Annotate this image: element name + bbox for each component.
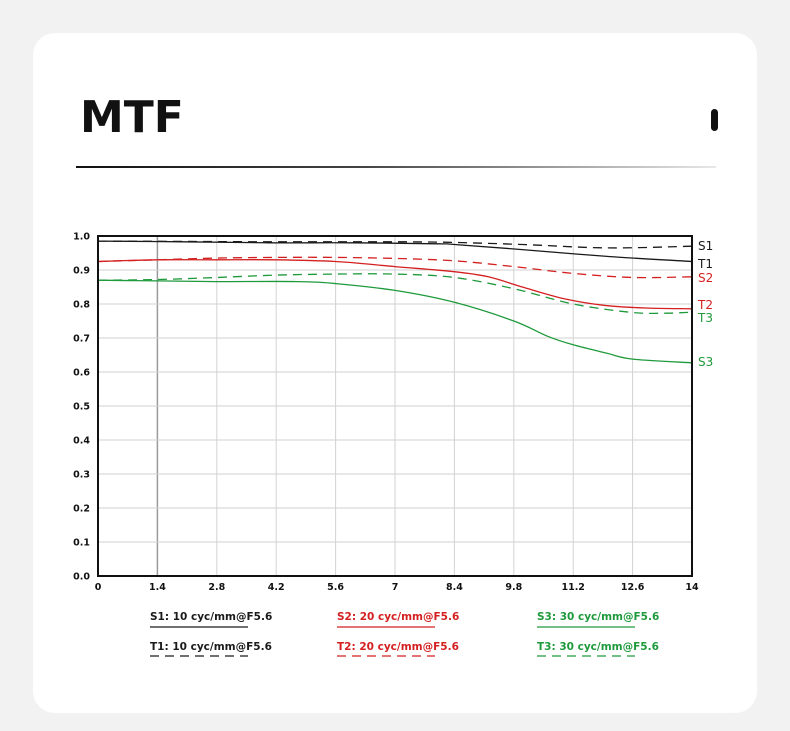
series-label-s3: S3 [698, 355, 713, 369]
x-tick-label: 4.2 [268, 582, 285, 593]
vertical-bar-icon [711, 109, 718, 131]
legend-entry-label: S2: 20 cyc/mm@F5.6 [337, 611, 459, 623]
y-tick-label: 0.6 [73, 368, 90, 379]
y-tick-label: 0.4 [73, 436, 90, 447]
grid [98, 236, 692, 576]
x-axis-ticks: 0 1.4 2.8 4.2 5.6 7 8.4 9.8 11.2 12.6 14 [95, 582, 699, 593]
y-tick-label: 0.9 [73, 266, 90, 277]
series-label-t3: T3 [697, 311, 713, 325]
x-tick-label: 8.4 [446, 582, 463, 593]
legend-entry-label: T3: 30 cyc/mm@F5.6 [537, 641, 659, 653]
y-tick-label: 0.5 [73, 402, 90, 413]
x-tick-label: 11.2 [561, 582, 584, 593]
series-label-s1: S1 [698, 239, 713, 253]
y-tick-label: 0.7 [73, 334, 90, 345]
y-tick-label: 0.3 [73, 470, 90, 481]
series-label-s2: S2 [698, 271, 713, 285]
y-tick-label: 0.8 [73, 300, 90, 311]
x-tick-label: 1.4 [149, 582, 166, 593]
legend-entry-label: S1: 10 cyc/mm@F5.6 [150, 611, 272, 623]
y-tick-label: 0.2 [73, 504, 90, 515]
series-line-s3 [97, 279, 693, 364]
title-divider [76, 166, 716, 168]
x-tick-label: 5.6 [327, 582, 344, 593]
series-lines [97, 240, 693, 364]
series-line-t1 [97, 240, 693, 249]
x-tick-label: 14 [685, 582, 699, 593]
series-line-t3 [97, 273, 693, 315]
legend-entry-label: S3: 30 cyc/mm@F5.6 [537, 611, 659, 623]
y-tick-label: 0.1 [73, 538, 90, 549]
x-tick-label: 0 [95, 582, 102, 593]
y-tick-label: 1.0 [73, 232, 90, 243]
series-label-t1: T1 [697, 257, 713, 271]
page-title: MTF [80, 92, 184, 143]
series-label-t2: T2 [697, 298, 713, 312]
x-tick-label: 12.6 [621, 582, 645, 593]
x-tick-label: 7 [392, 582, 399, 593]
series-line-s2 [97, 259, 693, 310]
y-axis-ticks: 0.0 0.1 0.2 0.3 0.4 0.5 0.6 0.7 0.8 0.9 1.0 [73, 232, 90, 583]
legend: S1: 10 cyc/mm@F5.6 S2: 20 cyc/mm@F5.6 S3: … [150, 611, 659, 657]
plot-frame [97, 235, 693, 577]
x-tick-label: 9.8 [505, 582, 522, 593]
y-tick-label: 0.0 [73, 572, 90, 583]
x-tick-label: 2.8 [208, 582, 225, 593]
legend-entry-label: T2: 20 cyc/mm@F5.6 [337, 641, 459, 653]
legend-entry-label: T1: 10 cyc/mm@F5.6 [150, 641, 272, 653]
